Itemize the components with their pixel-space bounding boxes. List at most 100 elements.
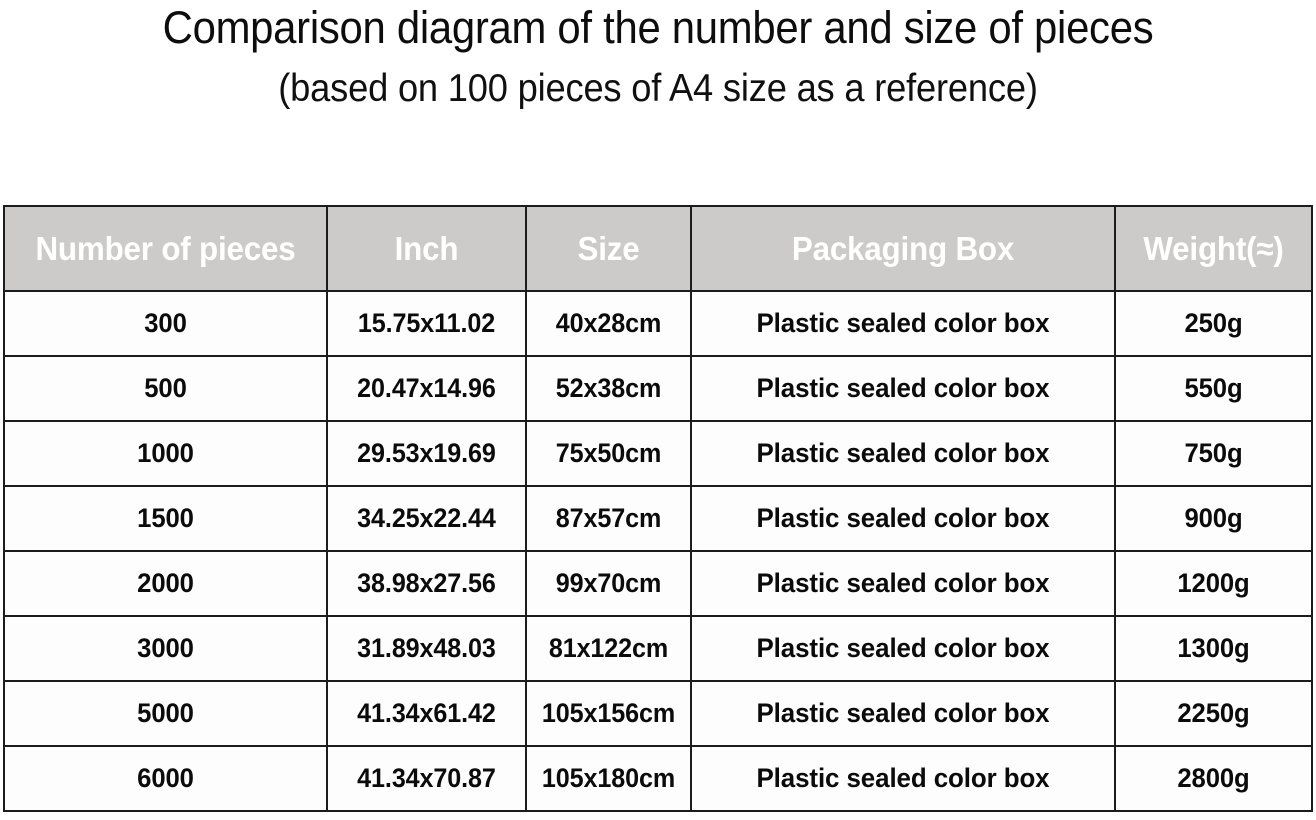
cell-packaging-box: Plastic sealed color box bbox=[690, 420, 1116, 487]
table-body: 300 15.75x11.02 40x28cm Plastic sealed c… bbox=[3, 290, 1313, 812]
cell-weight: 250g bbox=[1114, 290, 1313, 357]
column-header-number-of-pieces: Number of pieces bbox=[3, 205, 328, 292]
cell-value: 105x180cm bbox=[541, 763, 676, 793]
cell-value: 31.89x48.03 bbox=[357, 633, 496, 663]
cell-value: 38.98x27.56 bbox=[357, 568, 496, 598]
cell-inch: 20.47x14.96 bbox=[326, 355, 527, 422]
cell-value: 300 bbox=[144, 308, 187, 338]
cell-value: 900g bbox=[1184, 503, 1243, 533]
cell-size: 87x57cm bbox=[525, 485, 692, 552]
cell-size: 99x70cm bbox=[525, 550, 692, 617]
specification-table: Number of pieces Inch Size Packaging Box… bbox=[3, 205, 1313, 812]
cell-value: 15.75x11.02 bbox=[357, 308, 496, 338]
cell-number-of-pieces: 2000 bbox=[3, 550, 328, 617]
cell-value: Plastic sealed color box bbox=[756, 308, 1050, 338]
cell-value: 250g bbox=[1184, 308, 1243, 338]
cell-packaging-box: Plastic sealed color box bbox=[690, 745, 1116, 812]
column-header-size: Size bbox=[525, 205, 692, 292]
table-row: 300 15.75x11.02 40x28cm Plastic sealed c… bbox=[3, 290, 1313, 357]
cell-value: 40x28cm bbox=[555, 308, 662, 338]
cell-number-of-pieces: 5000 bbox=[3, 680, 328, 747]
specification-table-container: Number of pieces Inch Size Packaging Box… bbox=[3, 205, 1313, 814]
cell-value: 1000 bbox=[137, 438, 194, 468]
cell-value: Plastic sealed color box bbox=[756, 763, 1050, 793]
cell-value: 41.34x61.42 bbox=[357, 698, 496, 728]
cell-value: 34.25x22.44 bbox=[357, 503, 496, 533]
column-header-label: Weight(≈) bbox=[1143, 229, 1284, 267]
cell-inch: 15.75x11.02 bbox=[326, 290, 527, 357]
cell-inch: 38.98x27.56 bbox=[326, 550, 527, 617]
cell-value: Plastic sealed color box bbox=[756, 503, 1050, 533]
column-header-weight: Weight(≈) bbox=[1114, 205, 1313, 292]
cell-value: 1200g bbox=[1177, 568, 1250, 598]
cell-value: Plastic sealed color box bbox=[756, 438, 1050, 468]
cell-value: 81x122cm bbox=[548, 633, 669, 663]
heading-block: Comparison diagram of the number and siz… bbox=[0, 0, 1316, 112]
cell-value: 500 bbox=[144, 373, 187, 403]
cell-size: 81x122cm bbox=[525, 615, 692, 682]
cell-value: 1500 bbox=[137, 503, 194, 533]
cell-size: 52x38cm bbox=[525, 355, 692, 422]
cell-number-of-pieces: 500 bbox=[3, 355, 328, 422]
cell-value: 6000 bbox=[137, 763, 194, 793]
cell-weight: 2250g bbox=[1114, 680, 1313, 747]
cell-value: 105x156cm bbox=[541, 698, 676, 728]
cell-value: Plastic sealed color box bbox=[756, 373, 1050, 403]
cell-inch: 29.53x19.69 bbox=[326, 420, 527, 487]
cell-size: 105x180cm bbox=[525, 745, 692, 812]
cell-value: Plastic sealed color box bbox=[756, 698, 1050, 728]
cell-value: 99x70cm bbox=[555, 568, 662, 598]
column-header-label: Number of pieces bbox=[35, 229, 296, 267]
cell-packaging-box: Plastic sealed color box bbox=[690, 290, 1116, 357]
cell-value: 2000 bbox=[137, 568, 194, 598]
table-header-row: Number of pieces Inch Size Packaging Box… bbox=[3, 205, 1313, 292]
cell-value: 2800g bbox=[1177, 763, 1250, 793]
cell-value: 3000 bbox=[137, 633, 194, 663]
table-row: 2000 38.98x27.56 99x70cm Plastic sealed … bbox=[3, 550, 1313, 617]
cell-number-of-pieces: 1000 bbox=[3, 420, 328, 487]
cell-value: 1300g bbox=[1177, 633, 1250, 663]
cell-packaging-box: Plastic sealed color box bbox=[690, 550, 1116, 617]
cell-value: 87x57cm bbox=[555, 503, 662, 533]
page-title: Comparison diagram of the number and siz… bbox=[162, 2, 1154, 53]
cell-weight: 1200g bbox=[1114, 550, 1313, 617]
column-header-label: Size bbox=[577, 229, 640, 267]
cell-value: 750g bbox=[1184, 438, 1243, 468]
cell-packaging-box: Plastic sealed color box bbox=[690, 355, 1116, 422]
table-row: 5000 41.34x61.42 105x156cm Plastic seale… bbox=[3, 680, 1313, 747]
table-row: 1500 34.25x22.44 87x57cm Plastic sealed … bbox=[3, 485, 1313, 552]
cell-value: 20.47x14.96 bbox=[357, 373, 496, 403]
cell-number-of-pieces: 6000 bbox=[3, 745, 328, 812]
cell-weight: 2800g bbox=[1114, 745, 1313, 812]
column-header-inch: Inch bbox=[326, 205, 527, 292]
table-row: 500 20.47x14.96 52x38cm Plastic sealed c… bbox=[3, 355, 1313, 422]
column-header-label: Inch bbox=[394, 229, 459, 267]
cell-number-of-pieces: 3000 bbox=[3, 615, 328, 682]
cell-inch: 41.34x61.42 bbox=[326, 680, 527, 747]
cell-number-of-pieces: 1500 bbox=[3, 485, 328, 552]
cell-inch: 34.25x22.44 bbox=[326, 485, 527, 552]
column-header-label: Packaging Box bbox=[791, 229, 1015, 267]
cell-value: 52x38cm bbox=[555, 373, 662, 403]
column-header-packaging-box: Packaging Box bbox=[690, 205, 1116, 292]
cell-packaging-box: Plastic sealed color box bbox=[690, 680, 1116, 747]
cell-value: 550g bbox=[1184, 373, 1243, 403]
cell-weight: 1300g bbox=[1114, 615, 1313, 682]
cell-inch: 31.89x48.03 bbox=[326, 615, 527, 682]
cell-weight: 550g bbox=[1114, 355, 1313, 422]
table-row: 6000 41.34x70.87 105x180cm Plastic seale… bbox=[3, 745, 1313, 812]
cell-size: 75x50cm bbox=[525, 420, 692, 487]
cell-value: 2250g bbox=[1177, 698, 1250, 728]
cell-value: 41.34x70.87 bbox=[357, 763, 496, 793]
page-subtitle: (based on 100 pieces of A4 size as a ref… bbox=[278, 67, 1038, 110]
cell-value: Plastic sealed color box bbox=[756, 568, 1050, 598]
cell-weight: 750g bbox=[1114, 420, 1313, 487]
cell-size: 105x156cm bbox=[525, 680, 692, 747]
cell-size: 40x28cm bbox=[525, 290, 692, 357]
cell-weight: 900g bbox=[1114, 485, 1313, 552]
table-row: 3000 31.89x48.03 81x122cm Plastic sealed… bbox=[3, 615, 1313, 682]
table-header: Number of pieces Inch Size Packaging Box… bbox=[3, 205, 1313, 292]
cell-packaging-box: Plastic sealed color box bbox=[690, 485, 1116, 552]
cell-value: 75x50cm bbox=[555, 438, 662, 468]
